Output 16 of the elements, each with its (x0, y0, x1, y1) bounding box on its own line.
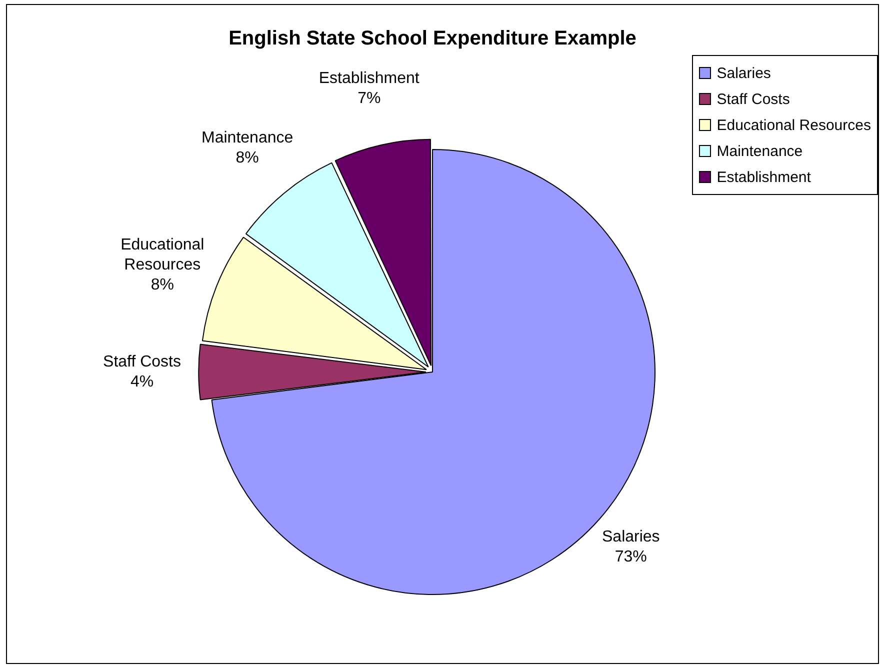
slice-label: Salaries (602, 528, 660, 546)
slice-label: Establishment (318, 70, 420, 87)
slice-label: Educational Resources (120, 236, 204, 274)
chart-title: English State School Expenditure Example (228, 28, 636, 50)
legend-label: Educational Resources (716, 116, 871, 134)
data-label: 73% (614, 548, 647, 566)
legend-label: Staff Costs (716, 90, 790, 108)
data-label: 7% (358, 90, 381, 107)
data-label: 8% (150, 276, 174, 294)
data-label: 4% (130, 373, 154, 390)
slice-label: Maintenance (202, 130, 294, 147)
legend-label: Establishment (716, 168, 811, 186)
slice-label: Staff Costs (103, 353, 181, 370)
data-label: 8% (236, 150, 259, 167)
legend-label: Maintenance (716, 142, 803, 160)
legend-label: Salaries (716, 64, 771, 82)
